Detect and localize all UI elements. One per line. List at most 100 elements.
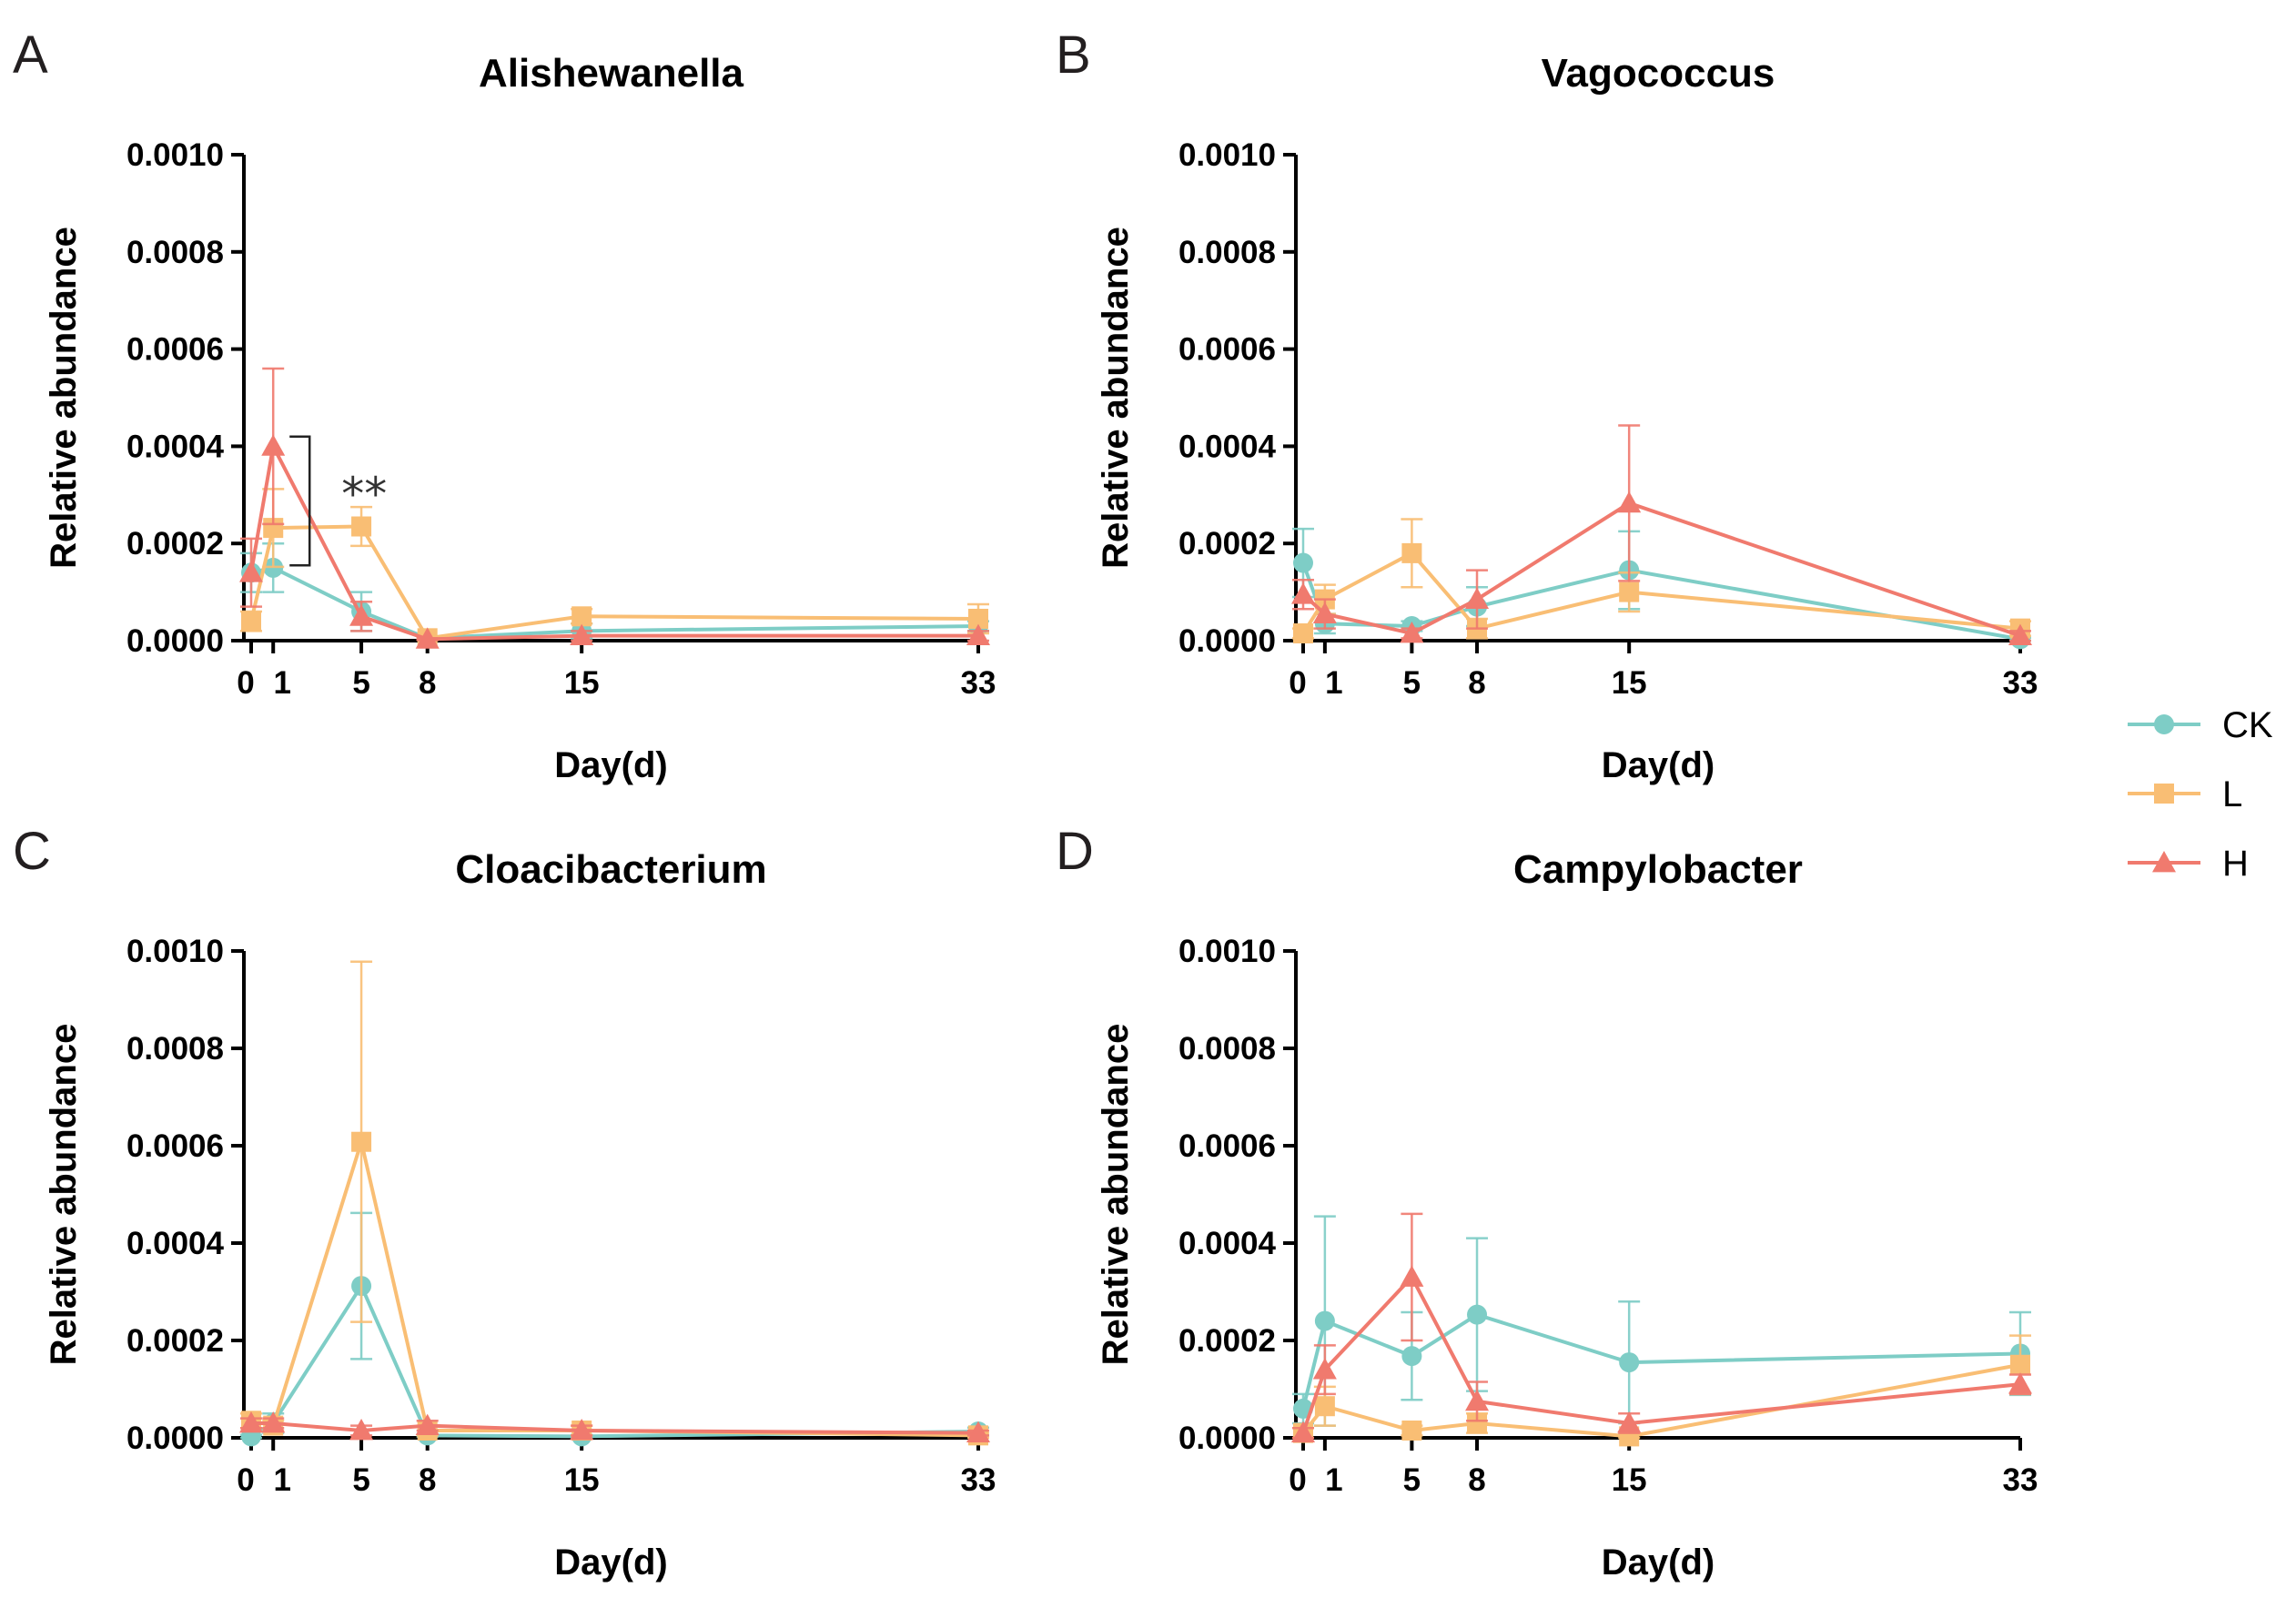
data-point (2010, 1354, 2030, 1375)
x-tick-label: 1 (1325, 1462, 1342, 1498)
data-point (1400, 621, 1424, 643)
significance-annotation: ** (341, 468, 387, 521)
data-point (1617, 491, 1642, 513)
data-point (968, 608, 988, 629)
legend-label: L (2222, 774, 2242, 814)
data-point (241, 611, 261, 632)
panel-c: C Cloacibacterium 0.0000 0.0002 0.0004 0.000… (13, 822, 996, 1583)
data-point (349, 604, 374, 626)
x-tick-label: 0 (1289, 665, 1306, 701)
y-tick-label: 0.0002 (126, 526, 224, 561)
series-l (1292, 518, 2031, 643)
data-point (415, 627, 440, 649)
y-tick-label: 0.0006 (126, 332, 224, 368)
data-point (1467, 1412, 1488, 1433)
legend: CK LH (2128, 705, 2273, 884)
y-axis-label: Relative abundance (44, 1024, 84, 1366)
data-point (349, 1418, 374, 1441)
y-tick-label: 0.0004 (126, 1226, 225, 1261)
x-tick-label: 1 (1325, 665, 1342, 701)
data-point (1293, 622, 1313, 643)
panel-a: A Alishewanella 0.0000 0.0002 0.0004 0.0006 0… (13, 25, 996, 785)
y-tick-label: 0.0008 (1178, 1031, 1276, 1067)
panel-letter-d: D (1056, 822, 1094, 881)
x-tick-label: 0 (1289, 1462, 1306, 1498)
data-point (1400, 1265, 1424, 1287)
data-point (1401, 1346, 1422, 1367)
y-tick-label: 0.0000 (1178, 1421, 1276, 1456)
x-tick-label: 1 (273, 665, 290, 701)
x-tick-label: 5 (352, 665, 369, 701)
data-point (1314, 1310, 1335, 1331)
x-tick-label: 8 (419, 1462, 436, 1498)
x-tick-label: 15 (1612, 665, 1647, 701)
y-tick-label: 0.0000 (1178, 623, 1276, 659)
y-tick-label: 0.0002 (126, 1323, 224, 1359)
data-point (1467, 1304, 1488, 1325)
x-tick-label: 0 (237, 665, 254, 701)
chart-title: Vagococcus (1542, 51, 1775, 96)
x-tick-label: 15 (564, 1462, 600, 1498)
series-h (239, 1411, 990, 1443)
x-tick-label: 15 (1612, 1462, 1647, 1498)
data-point (239, 561, 263, 582)
data-point (1293, 552, 1313, 573)
data-point (261, 1411, 286, 1433)
y-tick-label: 0.0004 (126, 429, 225, 464)
legend-marker (2154, 714, 2174, 734)
x-tick-label: 33 (961, 1462, 996, 1498)
y-tick-label: 0.0006 (1178, 1128, 1276, 1164)
series-line (249, 440, 978, 642)
data-point (571, 606, 592, 627)
data-point (351, 1131, 372, 1152)
legend-label: CK (2222, 705, 2273, 745)
data-point (966, 1421, 990, 1443)
legend-label: H (2222, 844, 2249, 884)
data-point (1312, 602, 1337, 624)
data-point (570, 623, 594, 646)
series-ck (240, 1211, 989, 1447)
y-tick-label: 0.0010 (126, 934, 224, 969)
data-point (1401, 1420, 1422, 1441)
series-line (1301, 1274, 2021, 1434)
y-tick-label: 0.0002 (1178, 1323, 1276, 1359)
legend-marker (2152, 851, 2176, 873)
y-tick-label: 0.0000 (126, 1421, 224, 1456)
series-h (239, 367, 990, 649)
y-tick-label: 0.0008 (126, 235, 224, 270)
legend-item-l: L (2128, 774, 2242, 814)
y-axis-label: Relative abundance (1096, 227, 1136, 569)
panel-b: B Vagococcus 0.0000 0.0002 0.0004 0.0006 0.00… (1056, 25, 2038, 785)
x-axis-label: Day(d) (554, 745, 667, 785)
x-tick-label: 8 (1468, 1462, 1485, 1498)
series-l (240, 960, 989, 1446)
data-point (1619, 1352, 1640, 1373)
x-tick-label: 5 (352, 1462, 369, 1498)
y-tick-label: 0.0000 (126, 623, 224, 659)
x-tick-label: 0 (237, 1462, 254, 1498)
legend-item-ck: CK (2128, 705, 2273, 745)
data-point (1465, 587, 1490, 610)
y-tick-label: 0.0006 (126, 1128, 224, 1164)
data-point (1291, 1421, 1315, 1443)
data-point (2008, 1372, 2032, 1394)
series-line (249, 524, 979, 641)
data-point (261, 434, 286, 456)
x-tick-label: 8 (419, 665, 436, 701)
data-point (570, 1418, 594, 1441)
y-tick-label: 0.0006 (1178, 332, 1276, 368)
data-point (1401, 542, 1422, 563)
x-tick-label: 8 (1468, 665, 1485, 701)
x-tick-label: 15 (564, 665, 600, 701)
panel-letter-c: C (13, 822, 51, 881)
x-tick-label: 33 (2003, 1462, 2038, 1498)
data-point (351, 516, 372, 537)
x-tick-label: 5 (1403, 665, 1421, 701)
series-h (1291, 1212, 2032, 1443)
data-point (1291, 582, 1315, 604)
y-tick-label: 0.0008 (126, 1031, 224, 1067)
panel-letter-a: A (13, 25, 48, 85)
y-tick-label: 0.0010 (1178, 137, 1276, 173)
x-axis-label: Day(d) (554, 1542, 667, 1583)
